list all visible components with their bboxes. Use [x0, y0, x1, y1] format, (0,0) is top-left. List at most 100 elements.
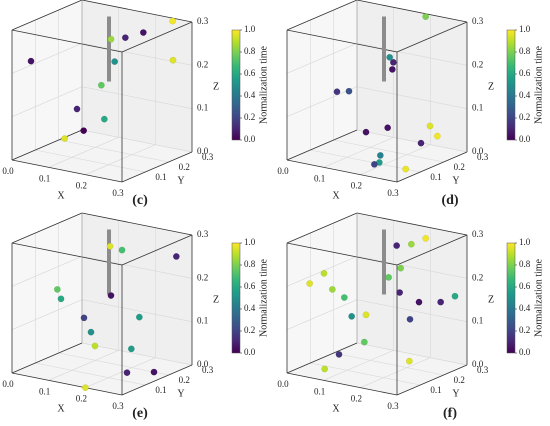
data-point: [335, 350, 343, 358]
grid-line: [360, 357, 431, 388]
data-point: [348, 312, 356, 320]
x-tick-label: 0.2: [351, 181, 362, 191]
data-point: [389, 58, 397, 66]
cube-edge: [396, 234, 468, 266]
grid-line: [356, 342, 468, 366]
grid-line: [323, 350, 394, 381]
colorbar-tick-label: 0.2: [519, 112, 530, 122]
grid-line: [323, 137, 394, 168]
y-axis-label: Y: [452, 175, 459, 186]
data-point: [451, 292, 459, 300]
colorbar: [506, 29, 516, 141]
grid-line: [356, 129, 468, 153]
colorbar-tick-label: 0.0: [244, 134, 256, 144]
panel: 0.00.10.20.30.10.20.30.00.10.20.3XYZ0.00…: [277, 212, 544, 421]
grid-line: [11, 43, 83, 74]
data-point: [91, 342, 99, 350]
cylinder: [382, 16, 386, 82]
x-axis-label: X: [332, 190, 340, 201]
colorbar-tick-label: 0.2: [244, 112, 255, 122]
data-point: [386, 53, 394, 61]
data-point: [87, 328, 95, 336]
colorbar-tick-label: 0.4: [244, 303, 256, 313]
x-tick-label: 0.2: [351, 394, 362, 404]
data-point: [118, 246, 126, 254]
data-point: [123, 369, 131, 377]
grid-line: [11, 86, 83, 117]
z-tick-label: 0.3: [197, 16, 209, 26]
z-tick-label: 0.0: [197, 359, 209, 369]
colorbar-tick-label: 1.0: [519, 24, 531, 34]
data-point: [320, 269, 328, 277]
data-point: [81, 384, 89, 392]
cube-edge: [396, 364, 468, 396]
z-tick-label: 0.1: [197, 103, 208, 113]
left-pane: [12, 213, 82, 373]
grid-line: [85, 357, 156, 388]
x-tick-label: 0.2: [76, 181, 87, 191]
grid-line: [81, 129, 193, 153]
colorbar-tick-label: 0.6: [244, 281, 256, 291]
cube-edge: [356, 212, 468, 236]
cube-edge: [286, 29, 398, 53]
data-point: [107, 292, 115, 299]
cylinder: [382, 229, 386, 295]
colorbar-label: Normalization time: [533, 45, 544, 124]
data-point: [53, 286, 61, 293]
data-point: [406, 315, 414, 323]
colorbar-tick-label: 1.0: [244, 237, 256, 247]
cube-edge: [286, 242, 398, 266]
cube-edge: [286, 212, 358, 244]
data-point: [61, 135, 69, 142]
colorbar-tick-label: 0.8: [244, 46, 256, 56]
z-tick-label: 0.2: [197, 59, 208, 69]
data-point: [385, 273, 393, 281]
grid-line: [81, 86, 193, 109]
y-tick-label: 0.2: [179, 375, 190, 385]
data-point: [397, 264, 405, 272]
grid-line: [356, 86, 468, 109]
cube-edge: [286, 129, 358, 161]
y-tick-label: 0.2: [179, 162, 190, 172]
cube-edge: [11, 129, 83, 161]
grid-line: [85, 144, 156, 175]
y-axis-label: Y: [177, 175, 184, 186]
data-point: [321, 365, 329, 373]
data-point: [402, 165, 410, 173]
y-tick-label: 0.1: [430, 172, 441, 182]
y-axis-label: Y: [177, 388, 184, 399]
grid-line: [286, 299, 358, 330]
z-tick-label: 0.0: [472, 146, 484, 156]
x-tick-label: 0.0: [277, 379, 289, 389]
colorbar-tick-label: 0.0: [244, 347, 256, 357]
panel-label: (e): [132, 406, 148, 421]
z-tick-label: 0.1: [472, 103, 483, 113]
grid-line: [58, 352, 169, 376]
x-tick-label: 0.2: [76, 394, 87, 404]
data-point: [340, 294, 348, 301]
colorbar: [231, 29, 241, 141]
y-tick-label: 0.1: [430, 385, 441, 395]
data-point: [422, 234, 430, 242]
cube-edge: [396, 21, 468, 53]
panel-label: (c): [132, 193, 148, 208]
left-pane: [12, 0, 82, 160]
data-point: [376, 151, 384, 159]
panel: 0.00.10.20.30.10.20.30.00.10.20.3XYZ0.00…: [2, 0, 269, 208]
panel: 0.00.10.20.30.10.20.30.00.10.20.3XYZ0.00…: [277, 0, 544, 208]
x-tick-label: 0.1: [314, 386, 325, 396]
x-tick-label: 0.0: [2, 379, 14, 389]
x-tick-label: 0.1: [314, 173, 325, 183]
grid-line: [310, 362, 421, 386]
data-point: [388, 66, 396, 73]
data-point: [345, 87, 353, 95]
data-point: [415, 298, 423, 306]
cylinder: [107, 16, 111, 82]
colorbar-tick-label: 0.6: [244, 68, 256, 78]
y-tick-label: 0.1: [155, 385, 166, 395]
data-point: [422, 13, 430, 21]
y-axis-label: Y: [452, 388, 459, 399]
x-tick-label: 0.3: [387, 401, 399, 411]
x-tick-label: 0.1: [39, 386, 50, 396]
